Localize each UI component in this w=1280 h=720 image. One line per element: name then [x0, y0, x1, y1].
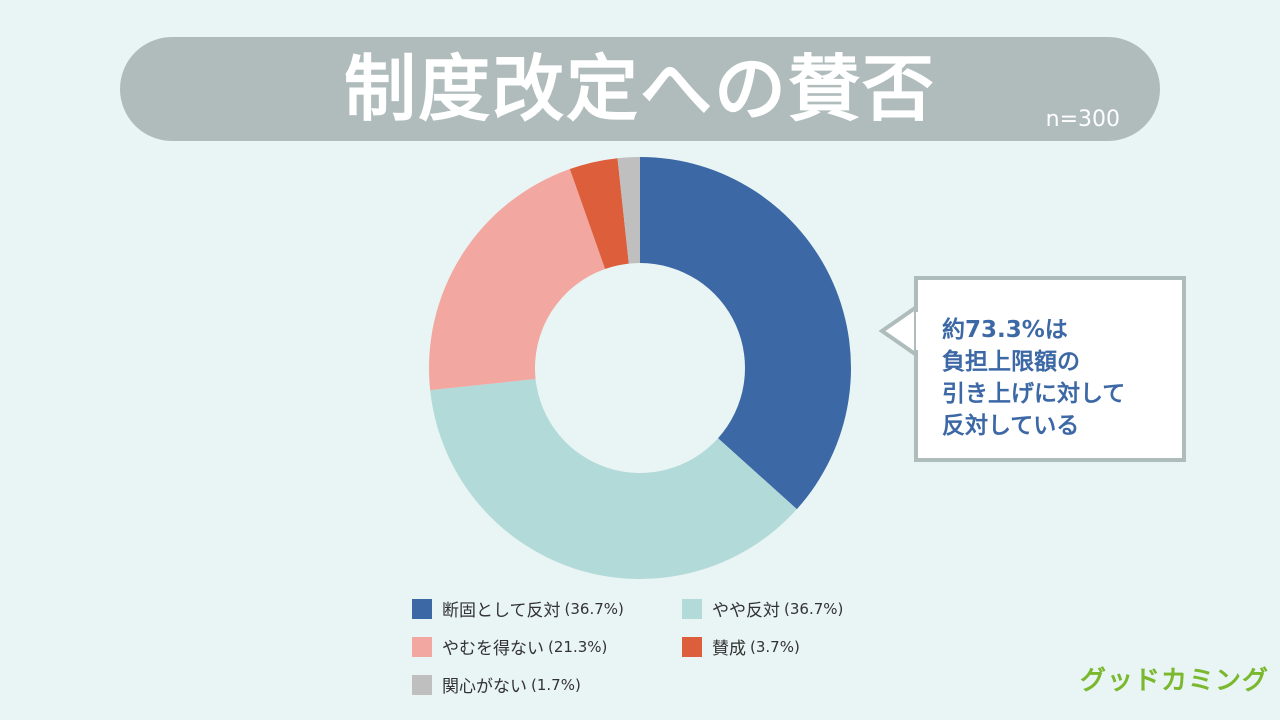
title-banner: 制度改定への賛否 n=300: [120, 37, 1160, 141]
donut-slice-4: [617, 157, 640, 264]
legend-label: 断固として反対: [442, 601, 561, 621]
chart-title: 制度改定への賛否: [343, 47, 936, 131]
legend-swatch: [412, 674, 432, 695]
legend-label: やや反対: [712, 601, 780, 621]
legend-swatch: [682, 598, 702, 619]
legend-label: やむを得ない: [442, 639, 544, 659]
legend-item: やや反対 (36.7%): [682, 596, 843, 621]
legend-swatch: [412, 636, 432, 657]
legend-label: 賛成: [712, 639, 746, 659]
legend-swatch: [412, 598, 432, 619]
legend-value: (36.7%): [564, 599, 624, 618]
legend-value: (21.3%): [548, 637, 608, 656]
donut-slice-0: [640, 157, 852, 510]
legend-swatch: [682, 636, 702, 657]
legend-value: (36.7%): [784, 599, 844, 618]
callout-text: 約73.3%は 負担上限額の 引き上げに対して 反対している: [942, 317, 1126, 439]
legend-item: 断固として反対 (36.7%): [412, 596, 624, 621]
legend-value: (3.7%): [750, 637, 800, 656]
donut-slice-1: [430, 379, 797, 579]
donut-slice-3: [569, 158, 629, 269]
legend-item: 関心がない (1.7%): [412, 672, 581, 697]
sample-size-label: n=300: [1045, 107, 1120, 132]
legend-value: (1.7%): [531, 675, 581, 694]
donut-slice-2: [429, 169, 606, 391]
callout-box: 約73.3%は 負担上限額の 引き上げに対して 反対している: [914, 276, 1186, 462]
legend-label: 関心がない: [442, 677, 527, 697]
legend-item: 賛成 (3.7%): [682, 634, 800, 659]
brand-logo: グッドカミング: [1080, 666, 1270, 696]
legend-item: やむを得ない (21.3%): [412, 634, 607, 659]
